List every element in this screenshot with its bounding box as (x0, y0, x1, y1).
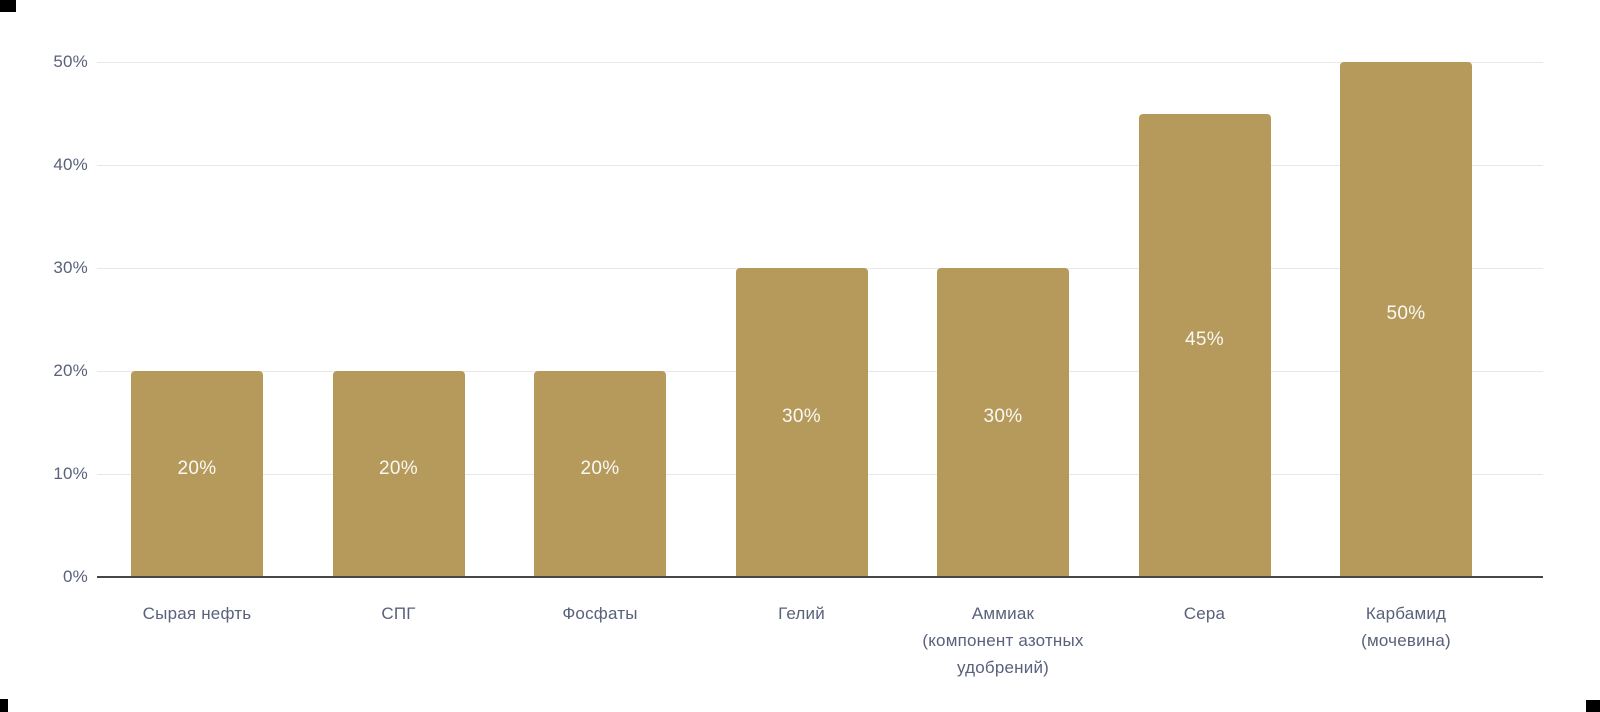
bar[interactable] (735, 268, 868, 576)
bar-value-label: 20% (580, 457, 620, 479)
bar[interactable] (332, 371, 465, 576)
x-category-label: Фосфаты (562, 604, 638, 623)
x-category-label: СПГ (381, 604, 416, 623)
y-axis-tick-label: 30% (53, 258, 88, 277)
x-category-label: Карбамид (мочевина) (1361, 604, 1451, 650)
bar-value-label: 30% (782, 406, 821, 427)
bar[interactable] (1138, 113, 1271, 576)
bar[interactable] (131, 371, 263, 576)
bar-value-label: 20% (177, 457, 217, 479)
x-axis-line (97, 576, 1543, 578)
bar[interactable] (1340, 62, 1472, 576)
x-category-label: Гелий (778, 604, 825, 623)
x-category-label: Аммиак (компонент азотных удобрений) (922, 604, 1084, 677)
corner-mark-bottom-left (0, 699, 8, 712)
y-axis-tick-label: 50% (53, 52, 88, 71)
x-category-label: Сырая нефть (142, 604, 252, 623)
corner-mark-top-left (0, 0, 16, 12)
bar[interactable] (937, 268, 1069, 576)
bar-value-label: 50% (1386, 303, 1426, 324)
y-axis-tick-label: 40% (53, 155, 88, 174)
gridline (97, 61, 1543, 63)
y-axis-tick-label: 0% (63, 567, 88, 586)
y-axis-tick-label: 10% (53, 464, 88, 483)
corner-mark-bottom-right (1586, 700, 1600, 712)
bar-value-label: 20% (379, 457, 418, 479)
bar-value-label: 30% (983, 406, 1023, 427)
bar-value-label: 45% (1185, 328, 1224, 350)
bar[interactable] (534, 371, 666, 576)
gridline (97, 164, 1543, 166)
y-axis-tick-label: 20% (53, 361, 88, 380)
x-category-label: Сера (1183, 604, 1226, 623)
